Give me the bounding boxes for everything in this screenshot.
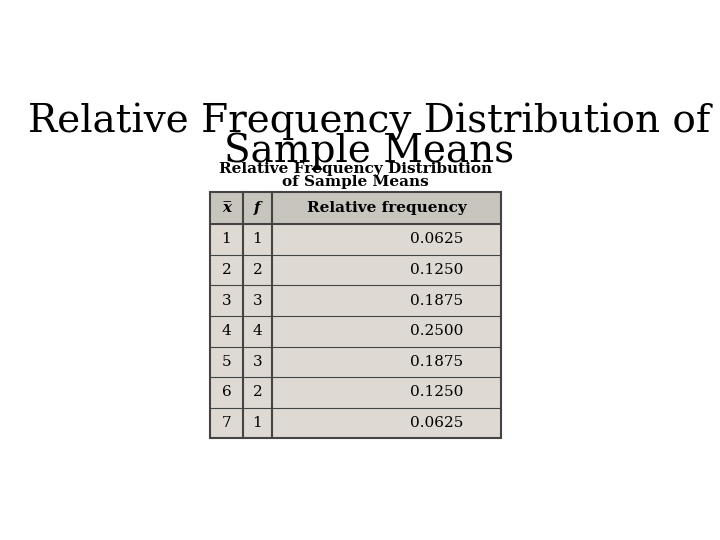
Text: 0.0625: 0.0625 [410, 233, 464, 246]
Text: of Sample Means: of Sample Means [282, 175, 429, 189]
Text: 7: 7 [222, 416, 231, 430]
Text: 3: 3 [222, 294, 231, 308]
Text: 2: 2 [253, 263, 262, 277]
Text: 3: 3 [253, 355, 262, 369]
Text: f: f [254, 201, 261, 215]
Text: 0.1875: 0.1875 [410, 294, 463, 308]
Text: Sample Means: Sample Means [224, 132, 514, 170]
Text: Relative Frequency Distribution of: Relative Frequency Distribution of [28, 103, 710, 141]
Text: Relative frequency: Relative frequency [307, 201, 467, 215]
Text: 4: 4 [253, 324, 262, 338]
Text: x̅: x̅ [222, 201, 231, 215]
Text: 0.1250: 0.1250 [410, 386, 464, 400]
Text: 0.1875: 0.1875 [410, 355, 463, 369]
Bar [210, 192, 500, 438]
Text: Relative Frequency Distribution: Relative Frequency Distribution [219, 162, 492, 176]
Text: 2: 2 [222, 263, 231, 277]
Text: 0.1250: 0.1250 [410, 263, 464, 277]
Text: 2: 2 [253, 386, 262, 400]
Text: 1: 1 [253, 233, 262, 246]
Text: 0.0625: 0.0625 [410, 416, 464, 430]
Text: 0.2500: 0.2500 [410, 324, 464, 338]
Text: 4: 4 [222, 324, 231, 338]
Bar [210, 192, 500, 224]
Text: 5: 5 [222, 355, 231, 369]
Text: 1: 1 [222, 233, 231, 246]
Text: 6: 6 [222, 386, 231, 400]
Text: 1: 1 [253, 416, 262, 430]
Bar [210, 224, 500, 438]
Text: 3: 3 [253, 294, 262, 308]
